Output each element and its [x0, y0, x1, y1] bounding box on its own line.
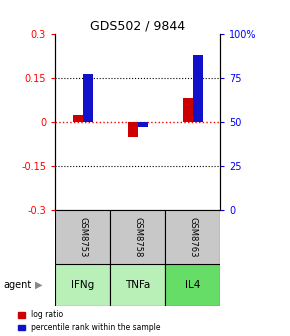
Text: agent: agent [3, 280, 31, 290]
Bar [55, 264, 110, 306]
Text: GSM8753: GSM8753 [78, 217, 87, 257]
Bar [73, 115, 83, 122]
Text: IFNg: IFNg [71, 280, 94, 290]
Bar [110, 264, 165, 306]
Bar [83, 74, 93, 122]
Bar [183, 98, 193, 122]
Bar [165, 264, 220, 306]
Bar [55, 210, 110, 264]
Text: IL4: IL4 [185, 280, 201, 290]
Bar [165, 210, 220, 264]
Text: ▶: ▶ [35, 280, 42, 290]
Title: GDS502 / 9844: GDS502 / 9844 [90, 19, 185, 33]
Bar [138, 122, 148, 127]
Bar [193, 55, 203, 122]
Bar [110, 210, 165, 264]
Text: GSM8763: GSM8763 [188, 217, 197, 257]
Legend: log ratio, percentile rank within the sample: log ratio, percentile rank within the sa… [18, 310, 161, 332]
Text: TNFa: TNFa [125, 280, 151, 290]
Text: GSM8758: GSM8758 [133, 217, 142, 257]
Bar [128, 122, 138, 136]
